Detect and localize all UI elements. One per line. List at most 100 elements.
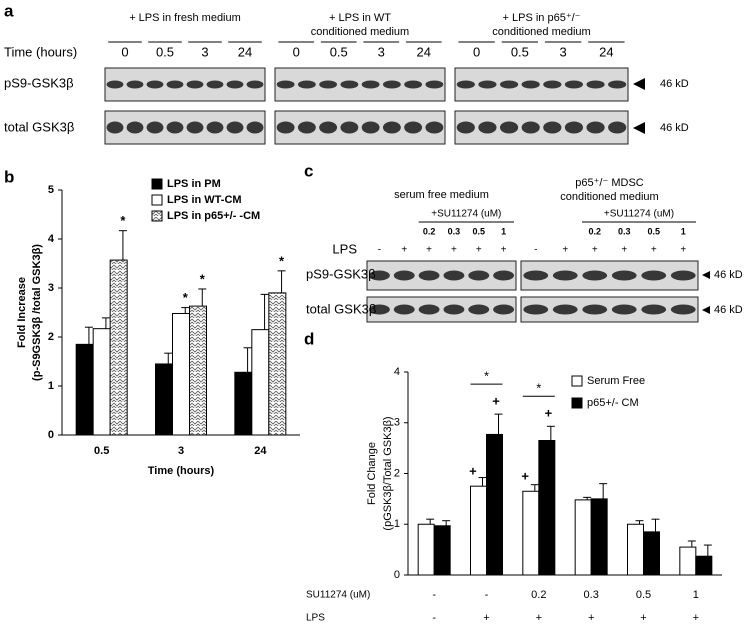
condition-label: conditioned medium xyxy=(311,26,409,38)
blot-band xyxy=(523,270,549,281)
significance-mark: * xyxy=(200,271,206,286)
time-label: 3 xyxy=(201,44,208,59)
blot-band xyxy=(146,80,164,89)
blot-panel xyxy=(520,260,699,291)
bar xyxy=(155,363,173,436)
bar xyxy=(268,292,287,436)
dose-label: 0.2 xyxy=(423,226,436,236)
blot-band xyxy=(564,80,584,89)
condition-label: conditioned medium xyxy=(560,191,658,203)
marker-label: 46 kD xyxy=(660,78,689,90)
row-label: pS9-GSK3β xyxy=(4,75,74,90)
panel-label: a xyxy=(4,1,14,20)
lps-sign: + xyxy=(693,612,699,624)
blot-band xyxy=(468,304,490,315)
blot-band xyxy=(297,80,316,89)
blot-band xyxy=(186,121,204,134)
lps-sign: + xyxy=(536,612,542,624)
blot-band xyxy=(670,304,696,315)
lps-sign: + xyxy=(501,245,507,256)
blot-panel xyxy=(520,296,699,323)
legend-label: LPS in WT-CM xyxy=(167,194,242,206)
x-tick-label: 0.3 xyxy=(584,589,599,601)
bar xyxy=(92,328,111,436)
arrow xyxy=(633,122,645,134)
panel-label: b xyxy=(4,167,14,186)
blot-band xyxy=(146,121,164,134)
blot-band xyxy=(521,80,540,89)
significance-mark: * xyxy=(279,253,285,268)
blot-band xyxy=(425,80,444,89)
lps-sign: + xyxy=(401,245,407,256)
lps-sign: + xyxy=(562,245,568,256)
blot-band xyxy=(393,304,415,315)
dose-label: 0.3 xyxy=(618,226,631,236)
bar xyxy=(417,523,435,576)
y-axis-label: Fold Increase xyxy=(16,277,28,348)
x-tick-label: 0.5 xyxy=(94,445,109,457)
marker-label: 46 kD xyxy=(714,269,743,281)
blot-band xyxy=(226,121,244,134)
blot-band xyxy=(443,270,465,281)
y-tick-label: 2 xyxy=(48,331,54,343)
blot-band xyxy=(499,121,519,134)
significance-mark: * xyxy=(120,213,126,228)
legend-swatch xyxy=(151,194,163,206)
legend-label: LPS in PM xyxy=(167,178,221,190)
bar xyxy=(522,490,540,576)
blot-band xyxy=(418,270,440,281)
blot-band xyxy=(543,121,562,134)
x-tick-label: 24 xyxy=(254,445,267,457)
lps-sign: + xyxy=(426,245,432,256)
blot-band xyxy=(418,304,440,315)
arrow xyxy=(633,78,645,90)
y-tick-label: 0 xyxy=(394,569,400,581)
blot-band xyxy=(611,270,637,281)
lps-sign: + xyxy=(592,245,598,256)
treatment-label: +SU11274 (uM) xyxy=(431,209,501,220)
blot-band xyxy=(226,80,244,89)
y-tick-label: 5 xyxy=(48,184,54,196)
row-label: total GSK3β xyxy=(306,301,376,316)
blot-band xyxy=(340,80,359,89)
bar xyxy=(189,305,207,436)
marker-label: 46 kD xyxy=(714,304,743,316)
bracket-label: * xyxy=(484,369,489,384)
y-tick-label: 1 xyxy=(48,380,54,392)
time-label: 24 xyxy=(238,44,252,59)
blot-band xyxy=(126,121,144,134)
y-tick-label: 3 xyxy=(48,282,54,294)
blot-band xyxy=(126,80,144,89)
lps-sign: + xyxy=(483,612,489,624)
blot-band xyxy=(478,80,497,89)
blot-band xyxy=(493,270,515,281)
blot-band xyxy=(404,121,423,134)
blot-band xyxy=(552,270,578,281)
blot-band xyxy=(393,270,415,281)
bar xyxy=(251,329,270,436)
blot-band xyxy=(552,304,578,315)
lps-label: LPS xyxy=(332,241,357,256)
bar xyxy=(75,343,94,436)
condition-label: + LPS in fresh medium xyxy=(129,12,241,24)
y-tick-label: 4 xyxy=(394,366,400,378)
condition-label: + LPS in WT xyxy=(329,12,391,24)
dose-label: 0.2 xyxy=(588,226,601,236)
x-tick-label: 1 xyxy=(693,589,699,601)
blot-band xyxy=(611,304,637,315)
bar xyxy=(679,546,697,576)
time-label: 0 xyxy=(121,44,128,59)
condition-label: serum free medium xyxy=(394,189,489,201)
blot-panel xyxy=(366,296,517,323)
bar xyxy=(643,531,660,576)
blot-band xyxy=(206,80,224,89)
lps-sign: + xyxy=(476,245,482,256)
blot-band xyxy=(641,304,667,315)
blot-band xyxy=(582,304,608,315)
blot-band xyxy=(106,121,124,134)
bar xyxy=(172,312,190,436)
y-tick-label: 0 xyxy=(48,429,54,441)
blot-band xyxy=(368,270,390,281)
row-label: total GSK3β xyxy=(4,119,74,134)
legend-label: Serum Free xyxy=(587,375,645,387)
